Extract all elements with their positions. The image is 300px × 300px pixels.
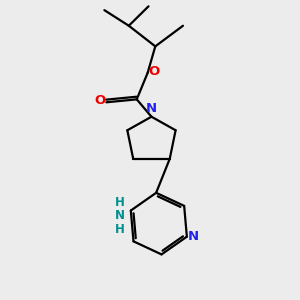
Text: N: N: [188, 230, 199, 243]
Text: H: H: [115, 196, 124, 209]
Text: H: H: [115, 223, 124, 236]
Text: N: N: [115, 209, 124, 222]
Text: N: N: [146, 102, 157, 115]
Text: O: O: [148, 65, 160, 78]
Text: O: O: [94, 94, 106, 107]
